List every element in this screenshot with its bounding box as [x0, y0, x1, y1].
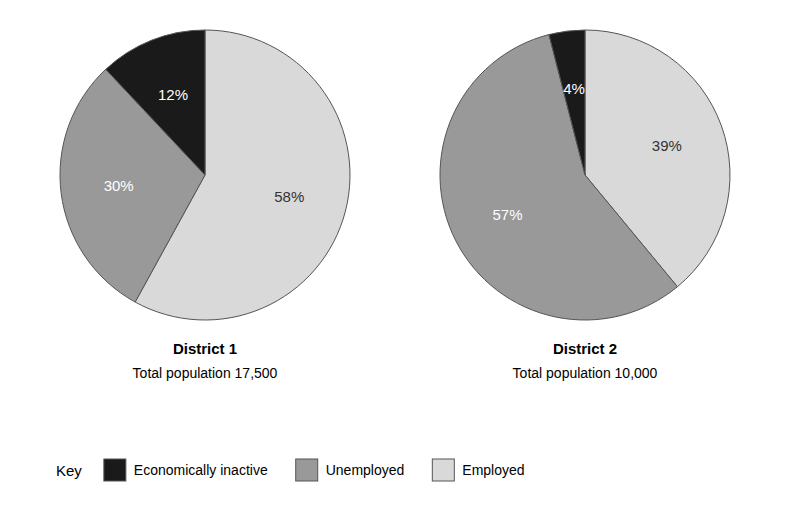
legend-swatch — [296, 459, 318, 481]
data-label: 4% — [563, 80, 585, 97]
legend-swatch — [432, 459, 454, 481]
pie: EmployedUnemployedEconomically inactive — [440, 30, 730, 320]
chart-canvas: EmployedUnemployedEconomically inactive5… — [0, 0, 800, 523]
data-label: 30% — [104, 177, 134, 194]
data-label: 58% — [274, 188, 304, 205]
legend-key-label: Key — [56, 462, 82, 479]
legend-swatch — [104, 459, 126, 481]
pie-slice: Economically inactive — [549, 30, 585, 175]
legend-entry: Economically inactive — [134, 462, 268, 478]
legend: Key Economically inactive Unemployed Employ… — [56, 459, 525, 481]
data-label: 57% — [492, 206, 522, 223]
pie-slice: Unemployed — [440, 35, 677, 320]
background — [0, 0, 800, 523]
data-labels: 58% 30% 12% — [104, 86, 305, 206]
data-label: 12% — [158, 86, 188, 103]
legend-entry: Unemployed — [326, 462, 405, 478]
legend-entry: Employed — [462, 462, 524, 478]
data-label: 39% — [652, 137, 682, 154]
chart-title: District 2 — [553, 340, 617, 357]
chart-subtitle: Total population 17,500 — [133, 365, 278, 381]
pie: EmployedUnemployedEconomically inactive — [60, 30, 350, 320]
chart-subtitle: Total population 10,000 — [513, 365, 658, 381]
data-labels: 39% 57% 4% — [492, 80, 681, 223]
chart-title: District 1 — [173, 340, 237, 357]
pie-slice: Economically inactive — [106, 30, 205, 175]
